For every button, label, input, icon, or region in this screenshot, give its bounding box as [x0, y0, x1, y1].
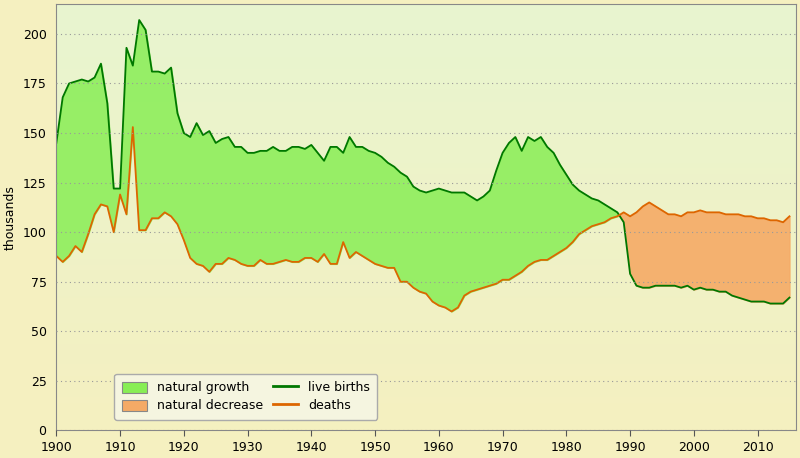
Y-axis label: thousands: thousands — [4, 185, 17, 250]
Legend: natural growth, natural decrease, live births, deaths: natural growth, natural decrease, live b… — [114, 374, 378, 420]
